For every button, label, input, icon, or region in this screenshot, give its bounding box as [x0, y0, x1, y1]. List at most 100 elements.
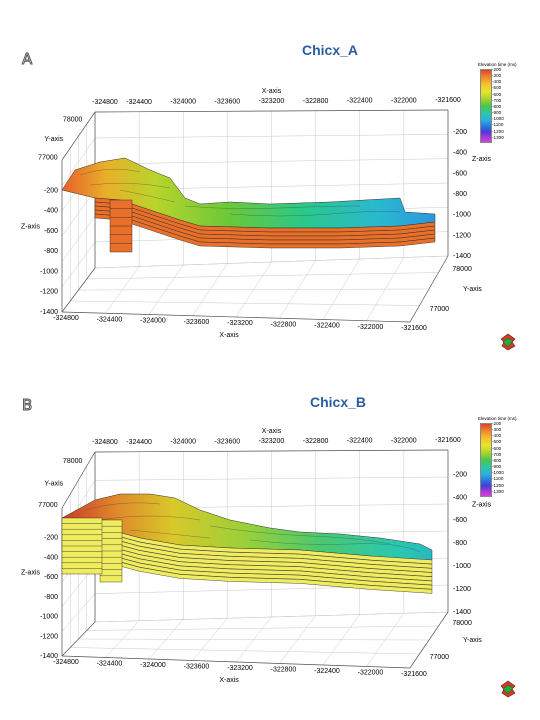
y-axis-label-left: Y-axis — [44, 136, 63, 143]
x-tick-label-bottom: -324800 — [53, 315, 79, 322]
x-tick-label-top: -321600 — [435, 97, 461, 104]
y-tick-label-left: 77000 — [38, 502, 58, 509]
x-tick-label-bottom: -322800 — [271, 321, 297, 328]
x-tick-label-bottom: -323600 — [184, 664, 210, 671]
legend-label: -300 — [492, 427, 502, 433]
z-tick-label-right: -1200 — [453, 232, 471, 239]
z-tick-label-right: -400 — [453, 150, 467, 157]
contour-lines — [84, 502, 421, 553]
x-tick-label-bottom: -323600 — [184, 319, 210, 326]
chart-panel-b: B Chicx_B -324800 -324400 -324000 -323600 -3… — [0, 360, 540, 720]
x-axis-label-bottom: X-axis — [219, 332, 239, 339]
legend-label: -900 — [492, 110, 502, 116]
chart-title: Chicx_B — [309, 394, 367, 410]
legend-label: -500 — [492, 85, 502, 91]
z-tick-label-left: -1200 — [40, 289, 58, 296]
chart-plot: -324800 -324400 -324000 -323600 -323200 -3228… — [21, 428, 492, 684]
z-tick-label-left: -1200 — [40, 633, 58, 640]
z-tick-label-left: -600 — [44, 228, 58, 235]
legend-label: -800 — [492, 103, 502, 109]
x-tick-label-bottom: -324800 — [53, 659, 79, 666]
z-tick-label-left: -800 — [44, 594, 58, 601]
legend-label: -300 — [492, 73, 502, 79]
legend-label: -200 — [492, 67, 502, 72]
z-axis-label-right: Z-axis — [472, 502, 492, 509]
chart-plot: -324800 -324400 -324000 -323600 -323200 -3228… — [21, 88, 492, 339]
legend-title: Elevation time (ms) — [478, 62, 517, 67]
axis-labels: X-axis X-axis Y-axis Y-axis Z-axis Z-axis — [21, 428, 492, 684]
x-axis-label-bottom: X-axis — [219, 677, 239, 684]
z-tick-label-left: -1400 — [40, 309, 58, 316]
legend-label: -1200 — [492, 128, 504, 134]
z-tick-label-right: -400 — [453, 494, 467, 501]
z-tick-label-left: -600 — [44, 574, 58, 581]
x-tick-label-top: -322400 — [347, 98, 373, 105]
x-tick-label-top: -324000 — [170, 439, 196, 446]
z-tick-label-right: -800 — [453, 191, 467, 198]
x-tick-label-bottom: -323200 — [227, 320, 253, 327]
y-tick-label-left: 78000 — [63, 117, 83, 124]
z-tick-label-right: -600 — [453, 170, 467, 177]
y-tick-label-right: 78000 — [452, 266, 472, 273]
legend-label: -800 — [492, 457, 502, 463]
x-tick-label-bottom: -322000 — [358, 324, 384, 331]
z-axis-label-right: Z-axis — [472, 156, 492, 163]
z-tick-label-left: -400 — [44, 554, 58, 561]
axis-labels: X-axis X-axis Y-axis Y-axis Z-axis Z-axis — [21, 88, 492, 339]
x-tick-label-bottom: -324400 — [97, 316, 123, 323]
x-tick-label-top: -323200 — [259, 438, 285, 445]
x-tick-label-top: -323200 — [259, 98, 285, 105]
x-tick-label-top: -321600 — [435, 437, 461, 444]
x-tick-label-bottom: -324000 — [140, 662, 166, 669]
z-tick-label-left: -1000 — [40, 614, 58, 621]
y-axis-label-right: Y-axis — [463, 286, 482, 293]
legend-label: -1100 — [492, 122, 504, 128]
x-tick-label-bottom: -322800 — [271, 667, 297, 674]
x-tick-label-top: -324800 — [92, 99, 118, 106]
legend-label: -500 — [492, 439, 502, 445]
x-tick-label-top: -322000 — [391, 437, 417, 444]
legend-label: -1300 — [492, 488, 504, 494]
z-tick-label-right: -1400 — [453, 253, 471, 260]
legend-label: -700 — [492, 451, 502, 457]
x-tick-label-top: -322800 — [303, 98, 329, 105]
legend-label: -1300 — [492, 134, 504, 140]
x-tick-label-top: -323600 — [215, 98, 241, 105]
legend-label: -700 — [492, 97, 502, 103]
z-tick-label-right: -1200 — [453, 586, 471, 593]
y-tick-label-right: 77000 — [430, 654, 450, 661]
z-tick-label-left: -400 — [44, 208, 58, 215]
compass-icon — [498, 333, 518, 351]
x-tick-label-bottom: -324400 — [97, 661, 123, 668]
panel-letter: B — [21, 396, 33, 415]
z-axis-label-left: Z-axis — [21, 570, 41, 577]
y-axis-label-left: Y-axis — [44, 481, 63, 488]
surface-body — [61, 157, 436, 253]
z-tick-label-right: -600 — [453, 517, 467, 524]
x-tick-label-bottom: -322400 — [314, 323, 340, 330]
legend-label: -200 — [492, 421, 502, 426]
layer-slabs — [94, 197, 436, 249]
x-tick-label-bottom: -321600 — [401, 325, 427, 332]
legend-label: -1000 — [492, 116, 504, 122]
z-tick-label-left: -1000 — [40, 268, 58, 275]
legend: Elevation time (ms) -200 -300 -400 -500 -600… — [478, 416, 532, 506]
x-tick-label-top: -322800 — [303, 438, 329, 445]
chart-title: Chicx_A — [301, 42, 359, 58]
legend-labels: -200 -300 -400 -500 -600 -700 -800 -900 -1000 -11… — [492, 67, 504, 141]
legend-label: -600 — [492, 445, 502, 451]
x-axis-label-top: X-axis — [262, 428, 282, 435]
x-tick-label-top: -324400 — [126, 439, 152, 446]
y-tick-label-left: 78000 — [63, 458, 83, 465]
x-tick-label-bottom: -322400 — [314, 668, 340, 675]
x-tick-label-top: -324000 — [170, 99, 196, 106]
z-tick-label-right: -200 — [453, 471, 467, 478]
x-tick-label-top: -324800 — [92, 439, 118, 446]
x-tick-label-top: -322400 — [347, 438, 373, 445]
x-tick-label-bottom: -324000 — [140, 318, 166, 325]
legend-label: -900 — [492, 464, 502, 470]
y-axis-label-right: Y-axis — [463, 637, 482, 644]
well-block — [99, 519, 123, 583]
y-tick-label-right: 77000 — [430, 306, 450, 313]
tick-labels: -324800 -324400 -324000 -323600 -323200 -3228… — [38, 437, 472, 678]
